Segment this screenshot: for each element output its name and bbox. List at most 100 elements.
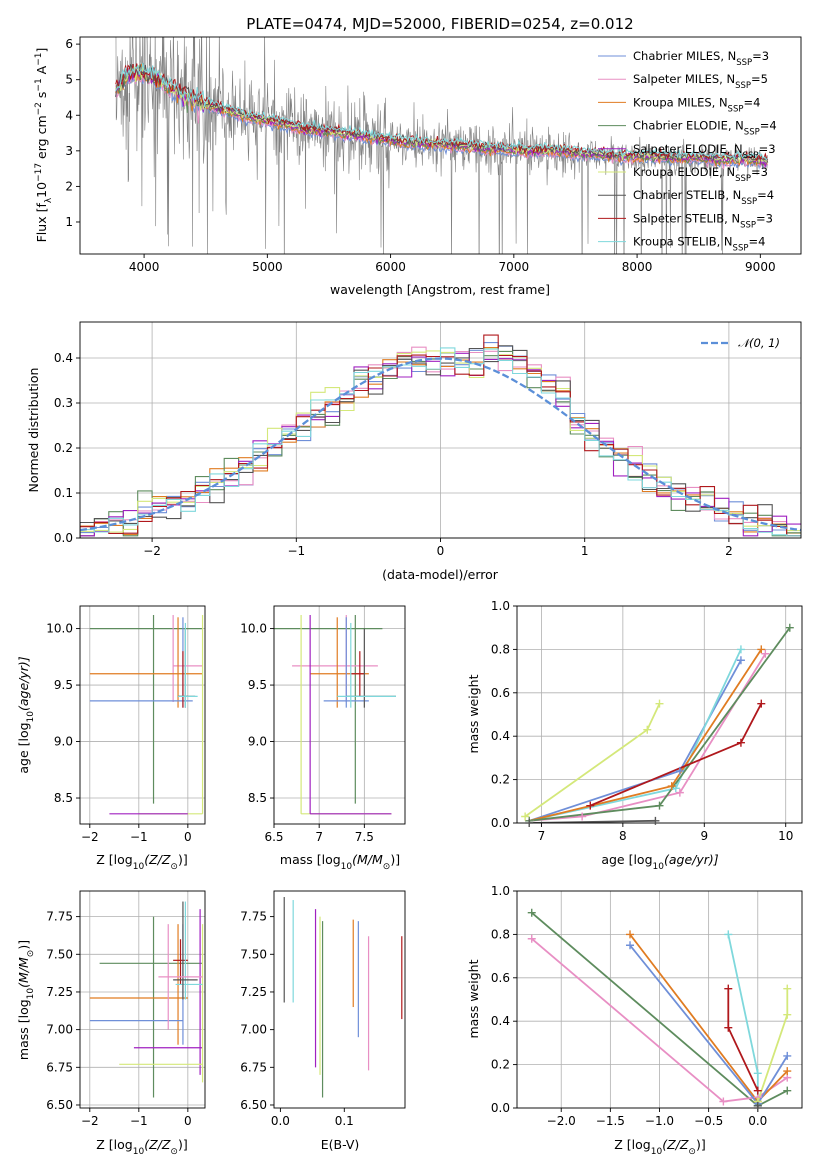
weight-marker-chabrier_miles (626, 941, 635, 950)
y-tick-label: 0.2 (491, 1058, 510, 1072)
y-tick-label: 0.1 (54, 486, 73, 500)
x-tick-label: 0.0 (271, 1114, 290, 1128)
y-tick-label: 0.3 (54, 396, 73, 410)
y-tick-label: 0.2 (491, 773, 510, 787)
weight-marker-chabrier_miles (783, 1051, 792, 1060)
x-axis-label: Z [log10(Z/Z⊙)] (96, 852, 187, 872)
y-tick-label: 7.50 (240, 947, 267, 961)
x-tick-label: 6.5 (264, 830, 283, 844)
weight-marker-kroupa_miles (626, 930, 635, 939)
y-tick-label: 6.75 (46, 1060, 73, 1074)
weight-marker-chabrier_miles (675, 766, 684, 775)
weight-marker-salpeter_stelib (724, 984, 733, 993)
x-tick-label: 2 (725, 544, 733, 558)
weight-marker-kroupa_elodie (783, 984, 792, 993)
y-tick-label: 7.25 (46, 985, 73, 999)
x-axis-label: Z [log10(Z/Z⊙)] (96, 1137, 187, 1157)
y-tick-label: 8.5 (54, 791, 73, 805)
weight-marker-chabrier_elodie (527, 908, 536, 917)
weight-marker-kroupa_stelib (671, 784, 680, 793)
axes-residuals: −2 −1 0 1 2 0.0 0.1 0.2 0.3 0.4 (data-model)/error… (26, 321, 802, 582)
weight-marker-kroupa_miles (757, 645, 766, 654)
weight-marker-chabrier_stelib (525, 819, 534, 827)
weight-marker-chabrier_stelib (753, 1101, 762, 1110)
y-axis-label: Flux [fλ10−17 erg cm−2 s−1 A−1] (34, 48, 54, 243)
weight-marker-salpeter_stelib (724, 1023, 733, 1032)
y-tick-label: 0.2 (54, 441, 73, 455)
y-tick-label: 6.50 (46, 1098, 73, 1112)
legend-entry: 𝒩(0, 1) (738, 336, 780, 350)
x-tick-label: 6000 (375, 260, 406, 274)
y-tick-label: 8.5 (248, 791, 267, 805)
legend-entry: Kroupa ELODIE, NSSP=3 (633, 165, 768, 184)
figure-title: PLATE=0474, MJD=52000, FIBERID=0254, z=0… (246, 15, 633, 33)
legend-entry: Chabrier STELIB, NSSP=4 (633, 188, 774, 207)
weight-marker-kroupa_miles (667, 782, 676, 791)
x-tick-label: −1.0 (645, 1114, 674, 1128)
legend-entry: Salpeter STELIB, NSSP=3 (633, 211, 773, 230)
y-tick-label: 0.4 (491, 1014, 510, 1028)
weight-marker-salpeter_miles (578, 812, 587, 821)
y-tick-label: 7.50 (46, 947, 73, 961)
axes-frame (79, 605, 206, 825)
weight-marker-salpeter_miles (527, 934, 536, 943)
legend-entry: Salpeter ELODIE, NSSP=3 (633, 142, 776, 161)
model-line-kroupa_stelib (115, 62, 769, 161)
y-tick-label: 9.0 (54, 735, 73, 749)
weight-marker-chabrier_elodie (785, 623, 794, 632)
weight-marker-salpeter_stelib (753, 1086, 762, 1095)
y-tick-label: 0.0 (491, 816, 510, 830)
x-tick-label: −1 (287, 544, 305, 558)
x-tick-label: 8000 (622, 260, 653, 274)
y-tick-label: 6 (65, 37, 73, 51)
y-tick-label: 0.0 (54, 531, 73, 545)
y-tick-label: 1.0 (491, 884, 510, 898)
y-tick-label: 6.50 (240, 1098, 267, 1112)
x-tick-label: −2.0 (547, 1114, 576, 1128)
y-tick-label: 7.00 (46, 1023, 73, 1037)
x-tick-label: −1 (130, 1114, 148, 1128)
y-tick-label: 7.75 (46, 910, 73, 924)
x-tick-label: 7.5 (355, 830, 374, 844)
x-tick-label: 9 (700, 829, 708, 843)
y-tick-label: 7.25 (240, 985, 267, 999)
x-tick-label: −0.5 (694, 1114, 723, 1128)
weight-line-kroupa_elodie (756, 988, 789, 1102)
weight-marker-chabrier_elodie (655, 801, 664, 810)
y-axis-label: mass weight (466, 959, 481, 1038)
y-tick-label: 0.4 (54, 351, 73, 365)
axes-frame (273, 890, 406, 1109)
y-tick-label: 6.75 (240, 1060, 267, 1074)
legend-entry: Kroupa STELIB, NSSP=4 (633, 235, 765, 254)
x-tick-label: 9000 (745, 260, 776, 274)
weight-marker-chabrier_elodie (783, 1086, 792, 1095)
y-tick-label: 3 (65, 144, 73, 158)
y-tick-label: 5 (65, 73, 73, 87)
y-tick-label: 10.0 (46, 622, 73, 636)
axes-frame (273, 605, 406, 825)
y-tick-label: 10.0 (240, 622, 267, 636)
y-tick-label: 2 (65, 179, 73, 193)
x-tick-label: 7 (538, 829, 546, 843)
y-tick-label: 1.0 (491, 599, 510, 613)
weight-marker-kroupa_elodie (783, 1010, 792, 1019)
axes-age_vs_mass: 6.5 7 7.5 8.5 9.0 9.5 10.0 mass [log10(M/M⊙)] (240, 605, 406, 872)
legend-entry: Kroupa MILES, NSSP=4 (633, 95, 760, 114)
weight-marker-chabrier_stelib (651, 816, 660, 825)
y-axis-label: age [log10(age/yr)] (16, 656, 36, 773)
axes-spectrum: 4000 5000 6000 7000 8000 9000 1 2 3 4 5 6 Flux [fλ10… (34, 36, 802, 297)
y-tick-label: 9.0 (248, 735, 267, 749)
x-tick-label: −2 (143, 544, 161, 558)
x-axis-label: wavelength [Angstrom, rest frame] (330, 282, 550, 297)
histogram-kroupa_stelib (80, 347, 801, 538)
plot-area-mass_weight_vs_age (524, 627, 791, 823)
weight-line-salpeter_miles (529, 653, 767, 822)
y-axis-label: Normed distribution (26, 368, 41, 493)
normal-curve (80, 357, 801, 532)
y-axis-label: mass weight (466, 674, 481, 753)
axes-mass_weight_vs_age: 7 8 9 10 0.0 0.2 0.4 0.6 0.8 1.0 age [log10(age/yr… (466, 599, 803, 872)
axes-frame (516, 605, 803, 824)
plot-area-spectrum (115, 37, 769, 254)
y-tick-label: 9.5 (248, 678, 267, 692)
